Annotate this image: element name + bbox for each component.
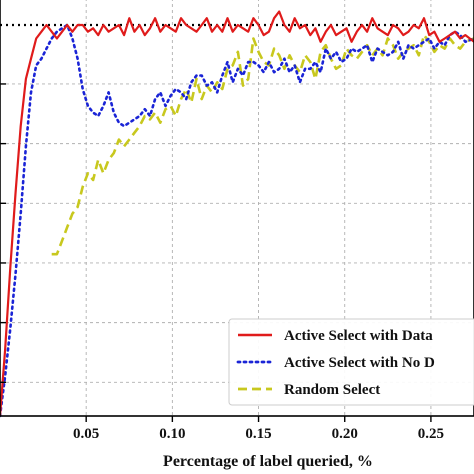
x-tick-marks: 0.05 0.10 0.15 0.20 0.25 (73, 416, 444, 442)
legend: Active Select with Data Active Select wi… (228, 318, 474, 406)
legend-label-random-select: Random Select (284, 382, 380, 398)
y-tick-marks (0, 83, 6, 383)
legend-box (228, 318, 474, 406)
series-layer (0, 10, 474, 418)
legend-label-active-select-no-d: Active Select with No D (284, 355, 435, 371)
series-line-active-select-with-data (0, 10, 474, 417)
series-line-random-select (51, 33, 474, 256)
x-tick-label: 0.15 (245, 426, 271, 442)
x-tick-label: 0.05 (73, 426, 99, 442)
x-tick-label: 0.25 (418, 426, 444, 442)
x-axis-label: Percentage of label queried, % (163, 453, 373, 470)
plot-frame (0, 0, 474, 417)
x-tick-label: 0.10 (159, 426, 185, 442)
x-tick-label: 0.20 (332, 426, 358, 442)
series-line-active-select-with-no-d (0, 23, 474, 418)
legend-label-active-select-with-data: Active Select with Data (284, 328, 433, 344)
